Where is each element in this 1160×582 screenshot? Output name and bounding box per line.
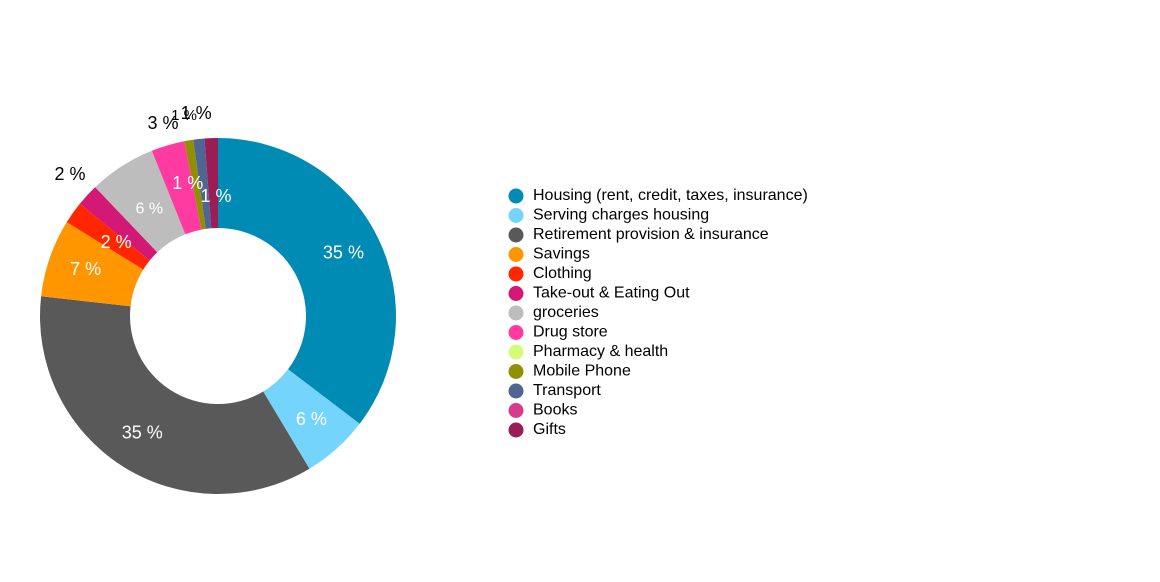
legend-item-mobile-phone: Mobile Phone — [508, 363, 631, 380]
legend-label-clothing: Clothing — [533, 265, 592, 282]
slice-savings — [41, 222, 144, 307]
legend-item-take-out-eating-out: Take-out & Eating Out — [508, 285, 690, 302]
slice-housing-rent-credit-taxes-insurance — [218, 138, 396, 424]
legend-label-take-out-eating-out: Take-out & Eating Out — [533, 285, 690, 302]
slice-label-housing-rent-credit-taxes-insurance: 35 % — [323, 243, 364, 263]
slice-labels: 35 %6 %35 %7 %2 %2 %6 %3 %1 %1 %1 %1 % — [54, 103, 363, 443]
legend-label-mobile-phone: Mobile Phone — [533, 363, 631, 380]
legend-item-gifts: Gifts — [508, 421, 566, 438]
legend-swatch-housing-rent-credit-taxes-insurance — [508, 188, 524, 204]
legend-label-retirement-provision-insurance: Retirement provision & insurance — [533, 226, 769, 243]
slice-mobile-phone — [184, 139, 206, 230]
legend-label-gifts: Gifts — [533, 421, 566, 438]
legend-label-housing-rent-credit-taxes-insurance: Housing (rent, credit, taxes, insurance) — [533, 187, 808, 204]
legend-label-savings: Savings — [533, 246, 590, 263]
slice-label-retirement-provision-insurance: 35 % — [122, 423, 163, 443]
slice-take-out-eating-out — [79, 187, 158, 261]
legend-item-serving-charges-housing: Serving charges housing — [508, 207, 709, 224]
legend-swatch-drug-store — [508, 325, 524, 340]
slice-serving-charges-housing — [263, 369, 360, 469]
slice-clothing — [66, 203, 150, 270]
legend-swatch-serving-charges-housing — [508, 208, 524, 223]
legend-swatch-clothing — [508, 266, 524, 282]
legend-swatch-gifts — [508, 422, 524, 438]
slice-label-serving-charges-housing: 6 % — [296, 409, 327, 429]
legend-item-savings: Savings — [508, 246, 590, 263]
legend-label-transport: Transport — [533, 382, 601, 399]
legend-swatch-groceries — [508, 305, 524, 321]
legend-swatch-transport — [508, 383, 524, 399]
legend-label-pharmacy-health: Pharmacy & health — [533, 343, 668, 360]
slice-label-clothing: 2 % — [101, 232, 132, 252]
legend-item-pharmacy-health: Pharmacy & health — [508, 343, 668, 360]
legend-label-drug-store: Drug store — [533, 324, 608, 341]
slice-gifts — [204, 138, 218, 229]
legend-swatch-savings — [508, 247, 524, 262]
slice-retirement-provision-insurance — [39, 296, 310, 494]
slice-label-savings: 7 % — [70, 259, 101, 279]
slice-label-take-out-eating-out: 2 % — [54, 164, 85, 184]
legend-item-housing-rent-credit-taxes-insurance: Housing (rent, credit, taxes, insurance) — [508, 187, 808, 204]
legend-item-clothing: Clothing — [508, 265, 592, 282]
slice-label-drug-store: 3 % — [147, 113, 178, 133]
legend-item-transport: Transport — [508, 382, 601, 399]
legend-label-serving-charges-housing: Serving charges housing — [533, 207, 709, 224]
slice-groceries — [95, 150, 186, 253]
legend-swatch-pharmacy-health — [508, 344, 524, 360]
chart-legend: Housing (rent, credit, taxes, insurance)… — [508, 187, 808, 438]
legend-label-groceries: groceries — [533, 304, 599, 321]
legend-swatch-mobile-phone — [508, 364, 524, 379]
legend-swatch-retirement-provision-insurance — [508, 227, 524, 243]
legend-item-groceries: groceries — [508, 304, 599, 321]
legend-item-books: Books — [508, 402, 577, 419]
slice-transport — [193, 138, 212, 229]
legend-swatch-take-out-eating-out — [508, 286, 524, 301]
slice-label-gifts: 1 % — [200, 186, 231, 206]
slice-label-transport: 1 % — [181, 103, 212, 123]
slice-label-mobile-phone: 1 % — [172, 173, 203, 193]
legend-swatch-books — [508, 403, 524, 418]
slice-label-outside-transport: 1 % — [171, 107, 197, 124]
slice-label-groceries: 6 % — [136, 200, 164, 217]
legend-item-retirement-provision-insurance: Retirement provision & insurance — [508, 226, 769, 243]
slice-drug-store — [151, 141, 202, 235]
legend-label-books: Books — [533, 402, 577, 419]
donut-slices — [39, 138, 396, 494]
legend-item-drug-store: Drug store — [508, 324, 608, 341]
